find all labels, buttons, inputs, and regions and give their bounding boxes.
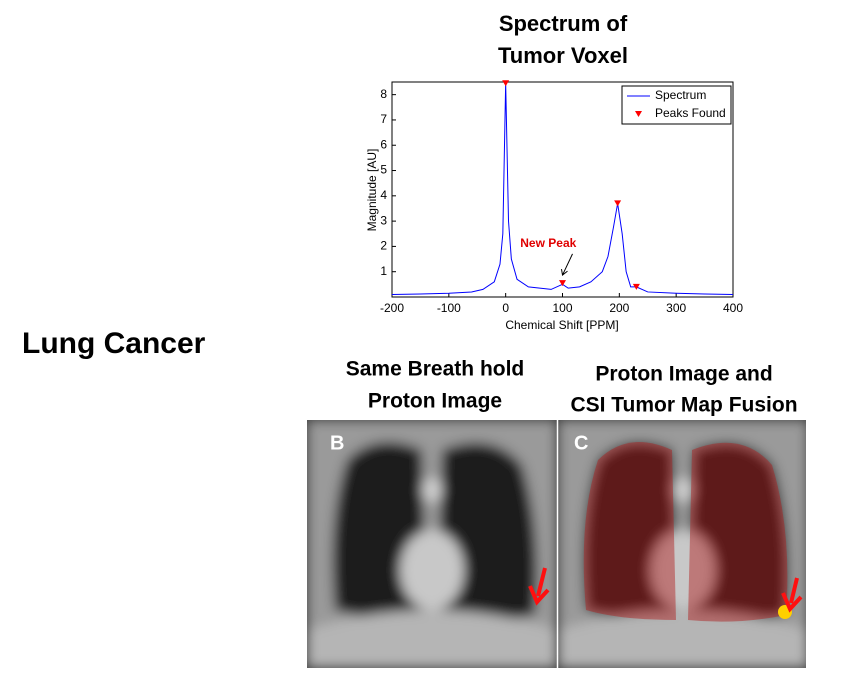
- x-tick-label: 100: [552, 301, 572, 315]
- x-axis-label: Chemical Shift [PPM]: [505, 318, 618, 332]
- peak-marker: [632, 283, 640, 290]
- y-tick-label: 4: [380, 188, 387, 202]
- arrow: [528, 585, 550, 606]
- peak-marker: [559, 280, 566, 287]
- y-tick-label: 3: [380, 213, 387, 227]
- annotation: New Peak: [520, 236, 576, 250]
- y-tick-label: 7: [380, 112, 387, 126]
- panel-title: Proton Image and: [595, 363, 772, 386]
- peak-marker: [614, 200, 622, 207]
- annotation-arrow: [561, 253, 573, 277]
- proton-image: [307, 420, 557, 668]
- panel-title: Same Breath hold: [346, 358, 525, 381]
- panel-label: C: [574, 432, 588, 454]
- arrow: [781, 592, 803, 613]
- x-tick-label: -200: [380, 301, 404, 315]
- y-tick-label: 6: [380, 137, 387, 151]
- legend-label: Spectrum: [655, 88, 706, 102]
- legend-box: [621, 85, 732, 125]
- y-tick-label: 1: [380, 264, 387, 278]
- arrow: [536, 567, 547, 597]
- panel-title: Proton Image: [368, 390, 502, 413]
- peak-marker: [502, 80, 510, 87]
- x-tick-label: 200: [609, 301, 629, 315]
- y-tick-label: 5: [380, 163, 387, 177]
- y-tick-label: 8: [380, 87, 387, 101]
- y-axis-label: Magnitude [AU]: [365, 149, 379, 232]
- heading: Lung Cancer: [22, 327, 206, 360]
- x-tick-label: -100: [437, 301, 461, 315]
- x-tick-label: 0: [502, 301, 509, 315]
- fusion-image: [558, 420, 808, 668]
- legend-marker: [635, 111, 642, 117]
- y-tick-label: 2: [380, 239, 387, 253]
- arrow: [789, 577, 799, 604]
- chart-title: Tumor Voxel: [498, 43, 628, 68]
- panel-label: B: [330, 432, 344, 454]
- chart-title: Spectrum of: [499, 11, 628, 36]
- x-tick-label: 300: [666, 301, 686, 315]
- x-tick-label: 400: [723, 301, 743, 315]
- panel-title: CSI Tumor Map Fusion: [570, 394, 797, 417]
- legend-label: Peaks Found: [655, 106, 726, 120]
